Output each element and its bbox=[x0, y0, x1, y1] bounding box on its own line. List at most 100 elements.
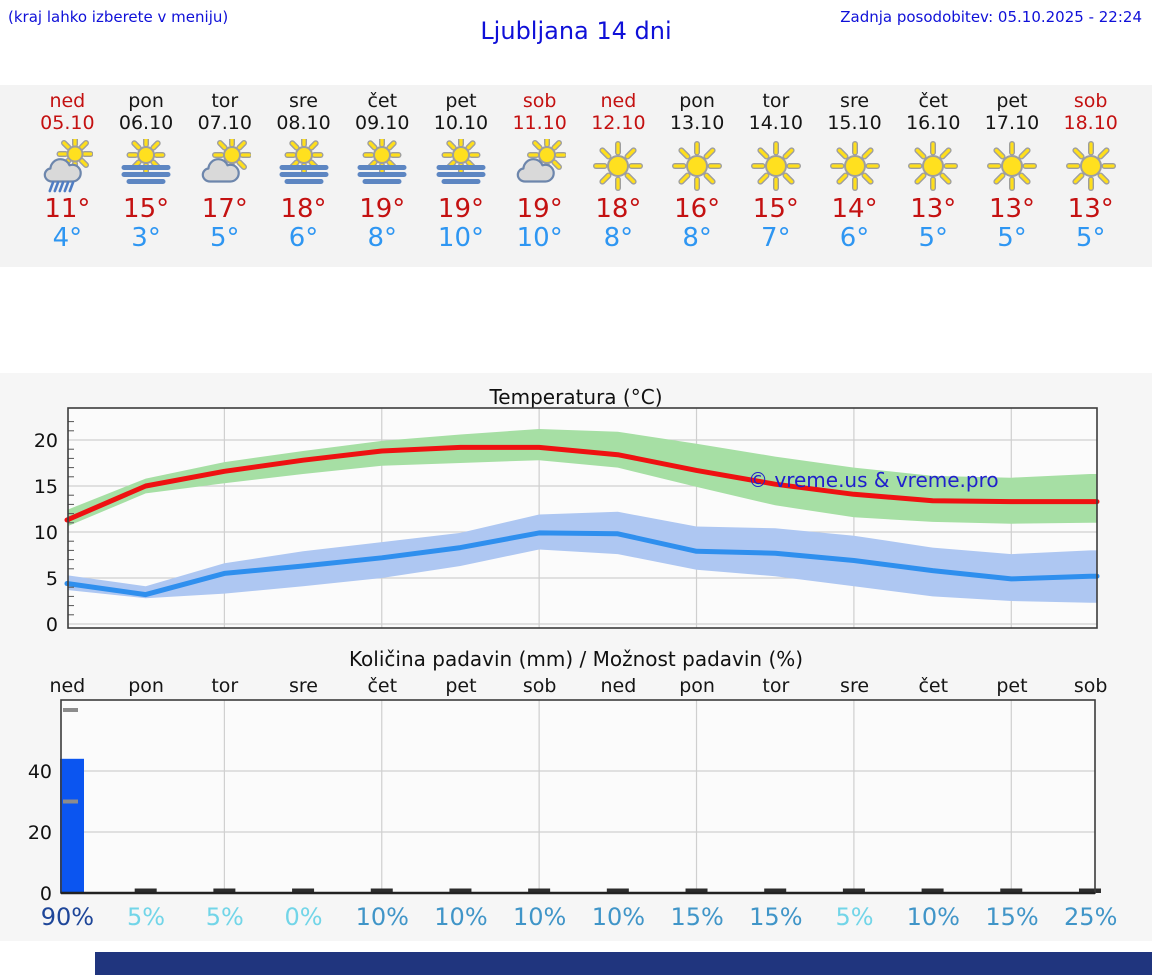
day-date: 06.10 bbox=[118, 112, 174, 134]
fog-icon bbox=[435, 135, 487, 194]
location-hint: (kraj lahko izberete v meniju) bbox=[8, 8, 229, 26]
precip-day-label: sre bbox=[840, 675, 870, 697]
precip-range-low bbox=[63, 799, 78, 804]
day-date: 13.10 bbox=[669, 112, 725, 134]
day-name: pet bbox=[996, 90, 1028, 112]
sunny-icon bbox=[907, 139, 959, 194]
day-low-temp: 5° bbox=[210, 223, 240, 253]
day-date: 05.10 bbox=[40, 112, 95, 134]
precip-trace-mark bbox=[764, 888, 787, 893]
min-temperatura-line bbox=[64, 530, 1100, 598]
precip-day-label: pet bbox=[445, 675, 477, 697]
precipitation-plot: 0 20 40 bbox=[28, 699, 1101, 905]
day-column[interactable]: pon 13.10 16° 8° bbox=[658, 85, 737, 267]
day-date: 09.10 bbox=[355, 112, 410, 134]
day-low-temp: 8° bbox=[603, 223, 634, 253]
precip-day-label: tor bbox=[762, 675, 790, 697]
day-name: ned bbox=[49, 90, 86, 112]
day-name: čet bbox=[918, 90, 949, 112]
precip-probability: 5% bbox=[205, 903, 244, 931]
forecast-strip: ned 05.10 11° 4° pon 06.10 15° 3° tor 07… bbox=[0, 85, 1152, 267]
precip-probability: 90% bbox=[40, 903, 95, 931]
svg-text:20: 20 bbox=[28, 822, 52, 844]
temperature-plot: 0 5 10 15 20 © vreme.us & vreme.pro bbox=[34, 407, 1100, 636]
precip-trace-mark bbox=[685, 888, 708, 893]
day-low-temp: 5° bbox=[1075, 223, 1106, 253]
precip-trace-mark bbox=[921, 888, 944, 893]
precip-probability: 10% bbox=[513, 903, 567, 931]
day-name: pon bbox=[679, 90, 715, 112]
precip-day-label: čet bbox=[367, 675, 398, 697]
day-date: 12.10 bbox=[591, 112, 646, 134]
day-name: sre bbox=[840, 90, 870, 112]
day-column[interactable]: čet 16.10 13° 5° bbox=[894, 85, 973, 267]
day-high-temp: 15° bbox=[752, 194, 799, 224]
day-date: 11.10 bbox=[512, 112, 567, 134]
day-low-temp: 6° bbox=[839, 223, 870, 253]
precip-probability: 10% bbox=[434, 903, 488, 931]
day-name: sob bbox=[522, 90, 557, 112]
day-column[interactable]: pet 10.10 19° 10° bbox=[422, 85, 501, 267]
precip-trace-mark bbox=[213, 888, 236, 893]
day-column[interactable]: sre 08.10 18° 6° bbox=[264, 85, 343, 267]
last-updated: Zadnja posodobitev: 05.10.2025 - 22:24 bbox=[840, 8, 1142, 26]
precip-probability: 15% bbox=[985, 903, 1039, 931]
day-low-temp: 8° bbox=[367, 223, 397, 253]
svg-text:5: 5 bbox=[46, 568, 58, 590]
day-name: tor bbox=[211, 90, 239, 112]
precip-probability: 10% bbox=[591, 903, 646, 931]
day-date: 18.10 bbox=[1063, 112, 1118, 134]
day-column[interactable]: tor 14.10 15° 7° bbox=[736, 85, 815, 267]
page-title: Ljubljana 14 dni bbox=[480, 17, 672, 45]
day-column[interactable]: sre 15.10 14° 6° bbox=[815, 85, 894, 267]
precip-day-label: tor bbox=[211, 675, 239, 697]
day-name: ned bbox=[600, 90, 637, 112]
precip-day-label: sob bbox=[522, 675, 557, 697]
precip-day-label: pon bbox=[679, 675, 715, 697]
day-low-temp: 8° bbox=[682, 223, 712, 253]
svg-text:20: 20 bbox=[34, 430, 58, 452]
day-high-temp: 18° bbox=[595, 194, 642, 224]
day-date: 08.10 bbox=[276, 112, 331, 134]
day-high-temp: 19° bbox=[359, 194, 406, 224]
day-column[interactable]: pon 06.10 15° 3° bbox=[107, 85, 186, 267]
day-date: 14.10 bbox=[748, 112, 804, 134]
sunny-icon bbox=[1065, 139, 1117, 194]
sunny-icon bbox=[671, 139, 723, 194]
day-name: sre bbox=[289, 90, 318, 112]
day-high-temp: 13° bbox=[988, 194, 1036, 224]
day-high-temp: 17° bbox=[201, 194, 248, 224]
precip-probability: 15% bbox=[749, 903, 803, 931]
precip-probability: 25% bbox=[1064, 903, 1118, 931]
day-high-temp: 19° bbox=[437, 194, 484, 224]
day-date: 17.10 bbox=[984, 112, 1040, 134]
day-date: 10.10 bbox=[433, 112, 489, 134]
day-low-temp: 5° bbox=[997, 223, 1027, 253]
precip-day-labels: ned pon tor sre čet pet sob ned pon tor sre čet pet s… bbox=[28, 675, 1130, 697]
day-column[interactable]: ned 12.10 18° 8° bbox=[579, 85, 658, 267]
precip-trace-mark bbox=[842, 888, 865, 893]
sunny-icon bbox=[986, 139, 1038, 194]
day-column[interactable]: tor 07.10 17° 5° bbox=[185, 85, 264, 267]
precip-day-label: pon bbox=[128, 675, 164, 697]
precip-day-label: sob bbox=[1073, 675, 1108, 697]
day-column[interactable]: sob 18.10 13° 5° bbox=[1051, 85, 1130, 267]
precip-trace-mark bbox=[1000, 888, 1023, 893]
precipitation-chart-title: Količina padavin (mm) / Možnost padavin … bbox=[348, 647, 804, 671]
temperature-chart-title: Temperatura (°C) bbox=[489, 385, 663, 409]
day-low-temp: 10° bbox=[516, 223, 563, 253]
fog-icon bbox=[120, 135, 172, 194]
precip-day-label: pet bbox=[996, 675, 1028, 697]
day-column[interactable]: čet 09.10 19° 8° bbox=[343, 85, 422, 267]
day-column[interactable]: sob 11.10 19° 10° bbox=[500, 85, 579, 267]
max-temperatura-line bbox=[64, 444, 1100, 523]
day-high-temp: 14° bbox=[831, 194, 878, 224]
day-low-temp: 10° bbox=[437, 223, 484, 253]
partly-cloudy-icon bbox=[514, 135, 567, 194]
forecast-days-row: ned 05.10 11° 4° pon 06.10 15° 3° tor 07… bbox=[28, 85, 1130, 267]
day-column[interactable]: ned 05.10 11° 4° bbox=[28, 85, 107, 267]
precip-trace-mark bbox=[292, 888, 315, 893]
day-column[interactable]: pet 17.10 13° 5° bbox=[973, 85, 1052, 267]
day-low-temp: 6° bbox=[288, 223, 319, 253]
sunny-icon bbox=[750, 139, 802, 194]
